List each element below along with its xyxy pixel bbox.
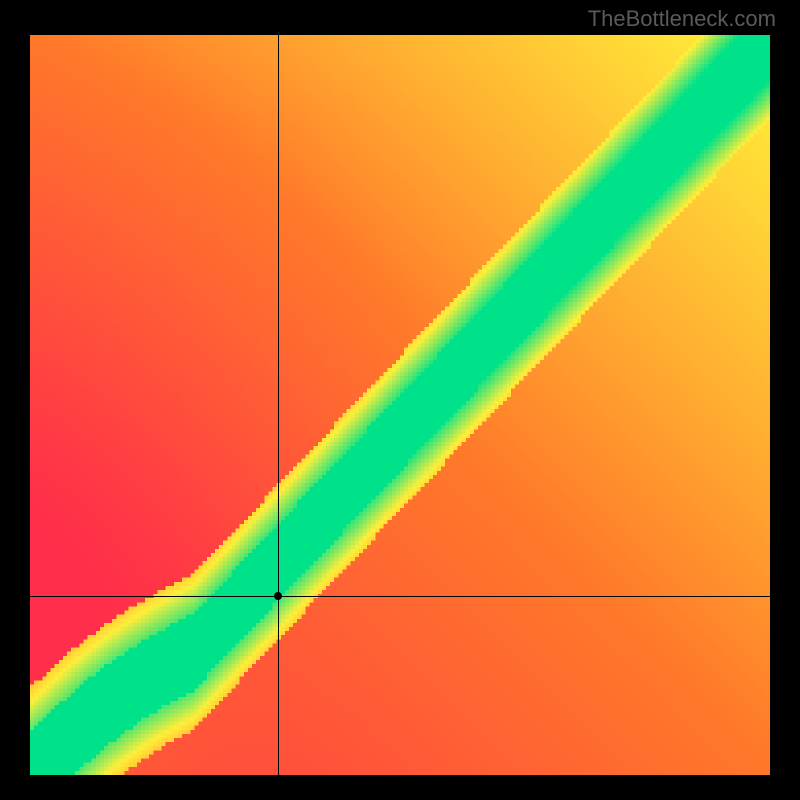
chart-container: TheBottleneck.com	[0, 0, 800, 800]
watermark-text: TheBottleneck.com	[588, 6, 776, 32]
heatmap-canvas	[30, 35, 770, 775]
crosshair-vertical	[278, 35, 279, 775]
crosshair-horizontal	[30, 596, 770, 597]
crosshair-marker	[274, 592, 282, 600]
plot-area	[30, 35, 770, 775]
